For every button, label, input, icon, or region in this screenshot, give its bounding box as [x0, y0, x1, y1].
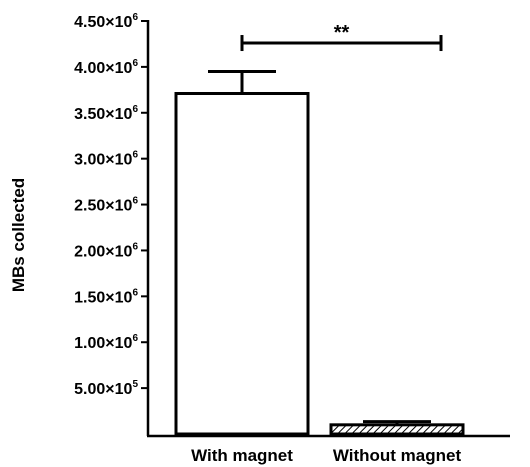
- y-tick-label: 3.00×106: [74, 150, 138, 169]
- y-tick-label: 5.00×105: [74, 379, 138, 398]
- x-category-label: Without magnet: [333, 446, 462, 465]
- y-tick-label: 4.50×106: [74, 12, 138, 31]
- x-category-label: With magnet: [191, 446, 293, 465]
- y-tick-label: 2.50×106: [74, 196, 138, 215]
- y-tick-label: 1.50×106: [74, 287, 138, 306]
- y-tick-label: 1.00×106: [74, 333, 138, 352]
- bar-with-magnet: [174, 92, 310, 436]
- y-tick-label: 3.50×106: [74, 104, 138, 123]
- y-tick-label: 2.00×106: [74, 241, 138, 260]
- bar-without-magnet: [329, 423, 465, 436]
- significance-label: **: [334, 22, 350, 44]
- y-axis-title: MBs collected: [9, 178, 28, 292]
- y-tick-label: 4.00×106: [74, 58, 138, 77]
